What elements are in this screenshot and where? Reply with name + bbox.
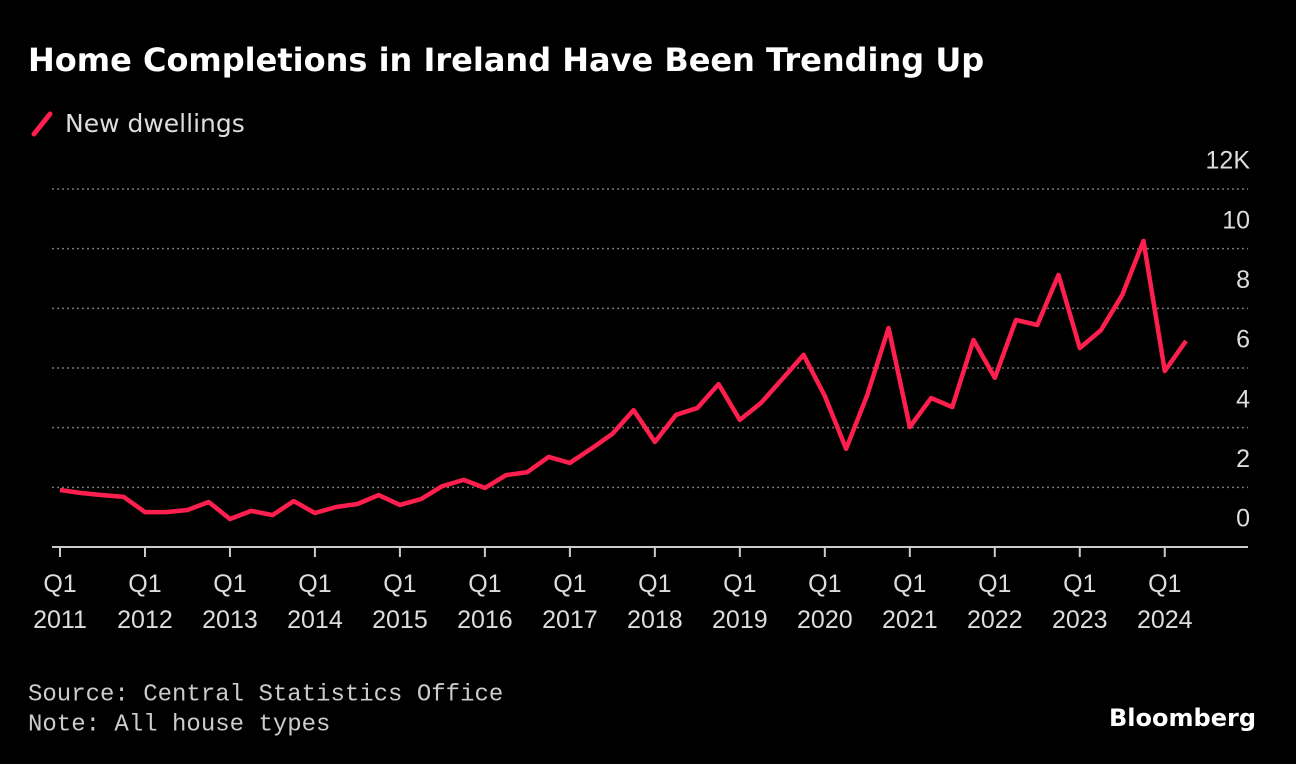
x-tick-label: Q1 2012 (117, 570, 173, 634)
x-tick-label: Q1 2016 (457, 570, 513, 634)
chart-title: Home Completions in Ireland Have Been Tr… (28, 41, 984, 79)
y-tick-label: 10 (1222, 206, 1250, 234)
x-tick-label: Q1 2015 (372, 570, 428, 634)
x-tick-label: Q1 2024 (1136, 570, 1193, 634)
x-tick-label: Q1 2013 (202, 570, 258, 634)
data-line (59, 238, 1188, 522)
x-tick-label: Q1 2022 (966, 570, 1023, 634)
y-tick-label: 0 (1236, 505, 1250, 533)
legend-label: New dwellings (65, 109, 245, 138)
legend-swatch (31, 111, 53, 137)
y-tick-label: 6 (1236, 326, 1250, 354)
source: Source: Central Statistics Office (28, 681, 503, 708)
x-tick-label: Q1 2020 (797, 570, 853, 634)
y-tick-label: 4 (1236, 385, 1250, 413)
y-tick-label: 2 (1236, 445, 1250, 473)
y-tick-label: 8 (1236, 266, 1250, 294)
x-tick-label: Q1 2021 (881, 570, 938, 634)
x-tick-label: Q1 2017 (542, 570, 598, 634)
x-tick-label: Q1 2019 (712, 570, 768, 634)
y-tick-label: 12K (1206, 147, 1251, 175)
note: Note: All house types (28, 711, 330, 738)
logo: Bloomberg (1109, 704, 1256, 732)
x-tick-label: Q1 2014 (287, 570, 343, 634)
x-tick-label: Q1 2011 (33, 570, 87, 634)
x-tick-label: Q1 2023 (1051, 570, 1108, 634)
x-tick-label: Q1 2018 (627, 570, 683, 634)
